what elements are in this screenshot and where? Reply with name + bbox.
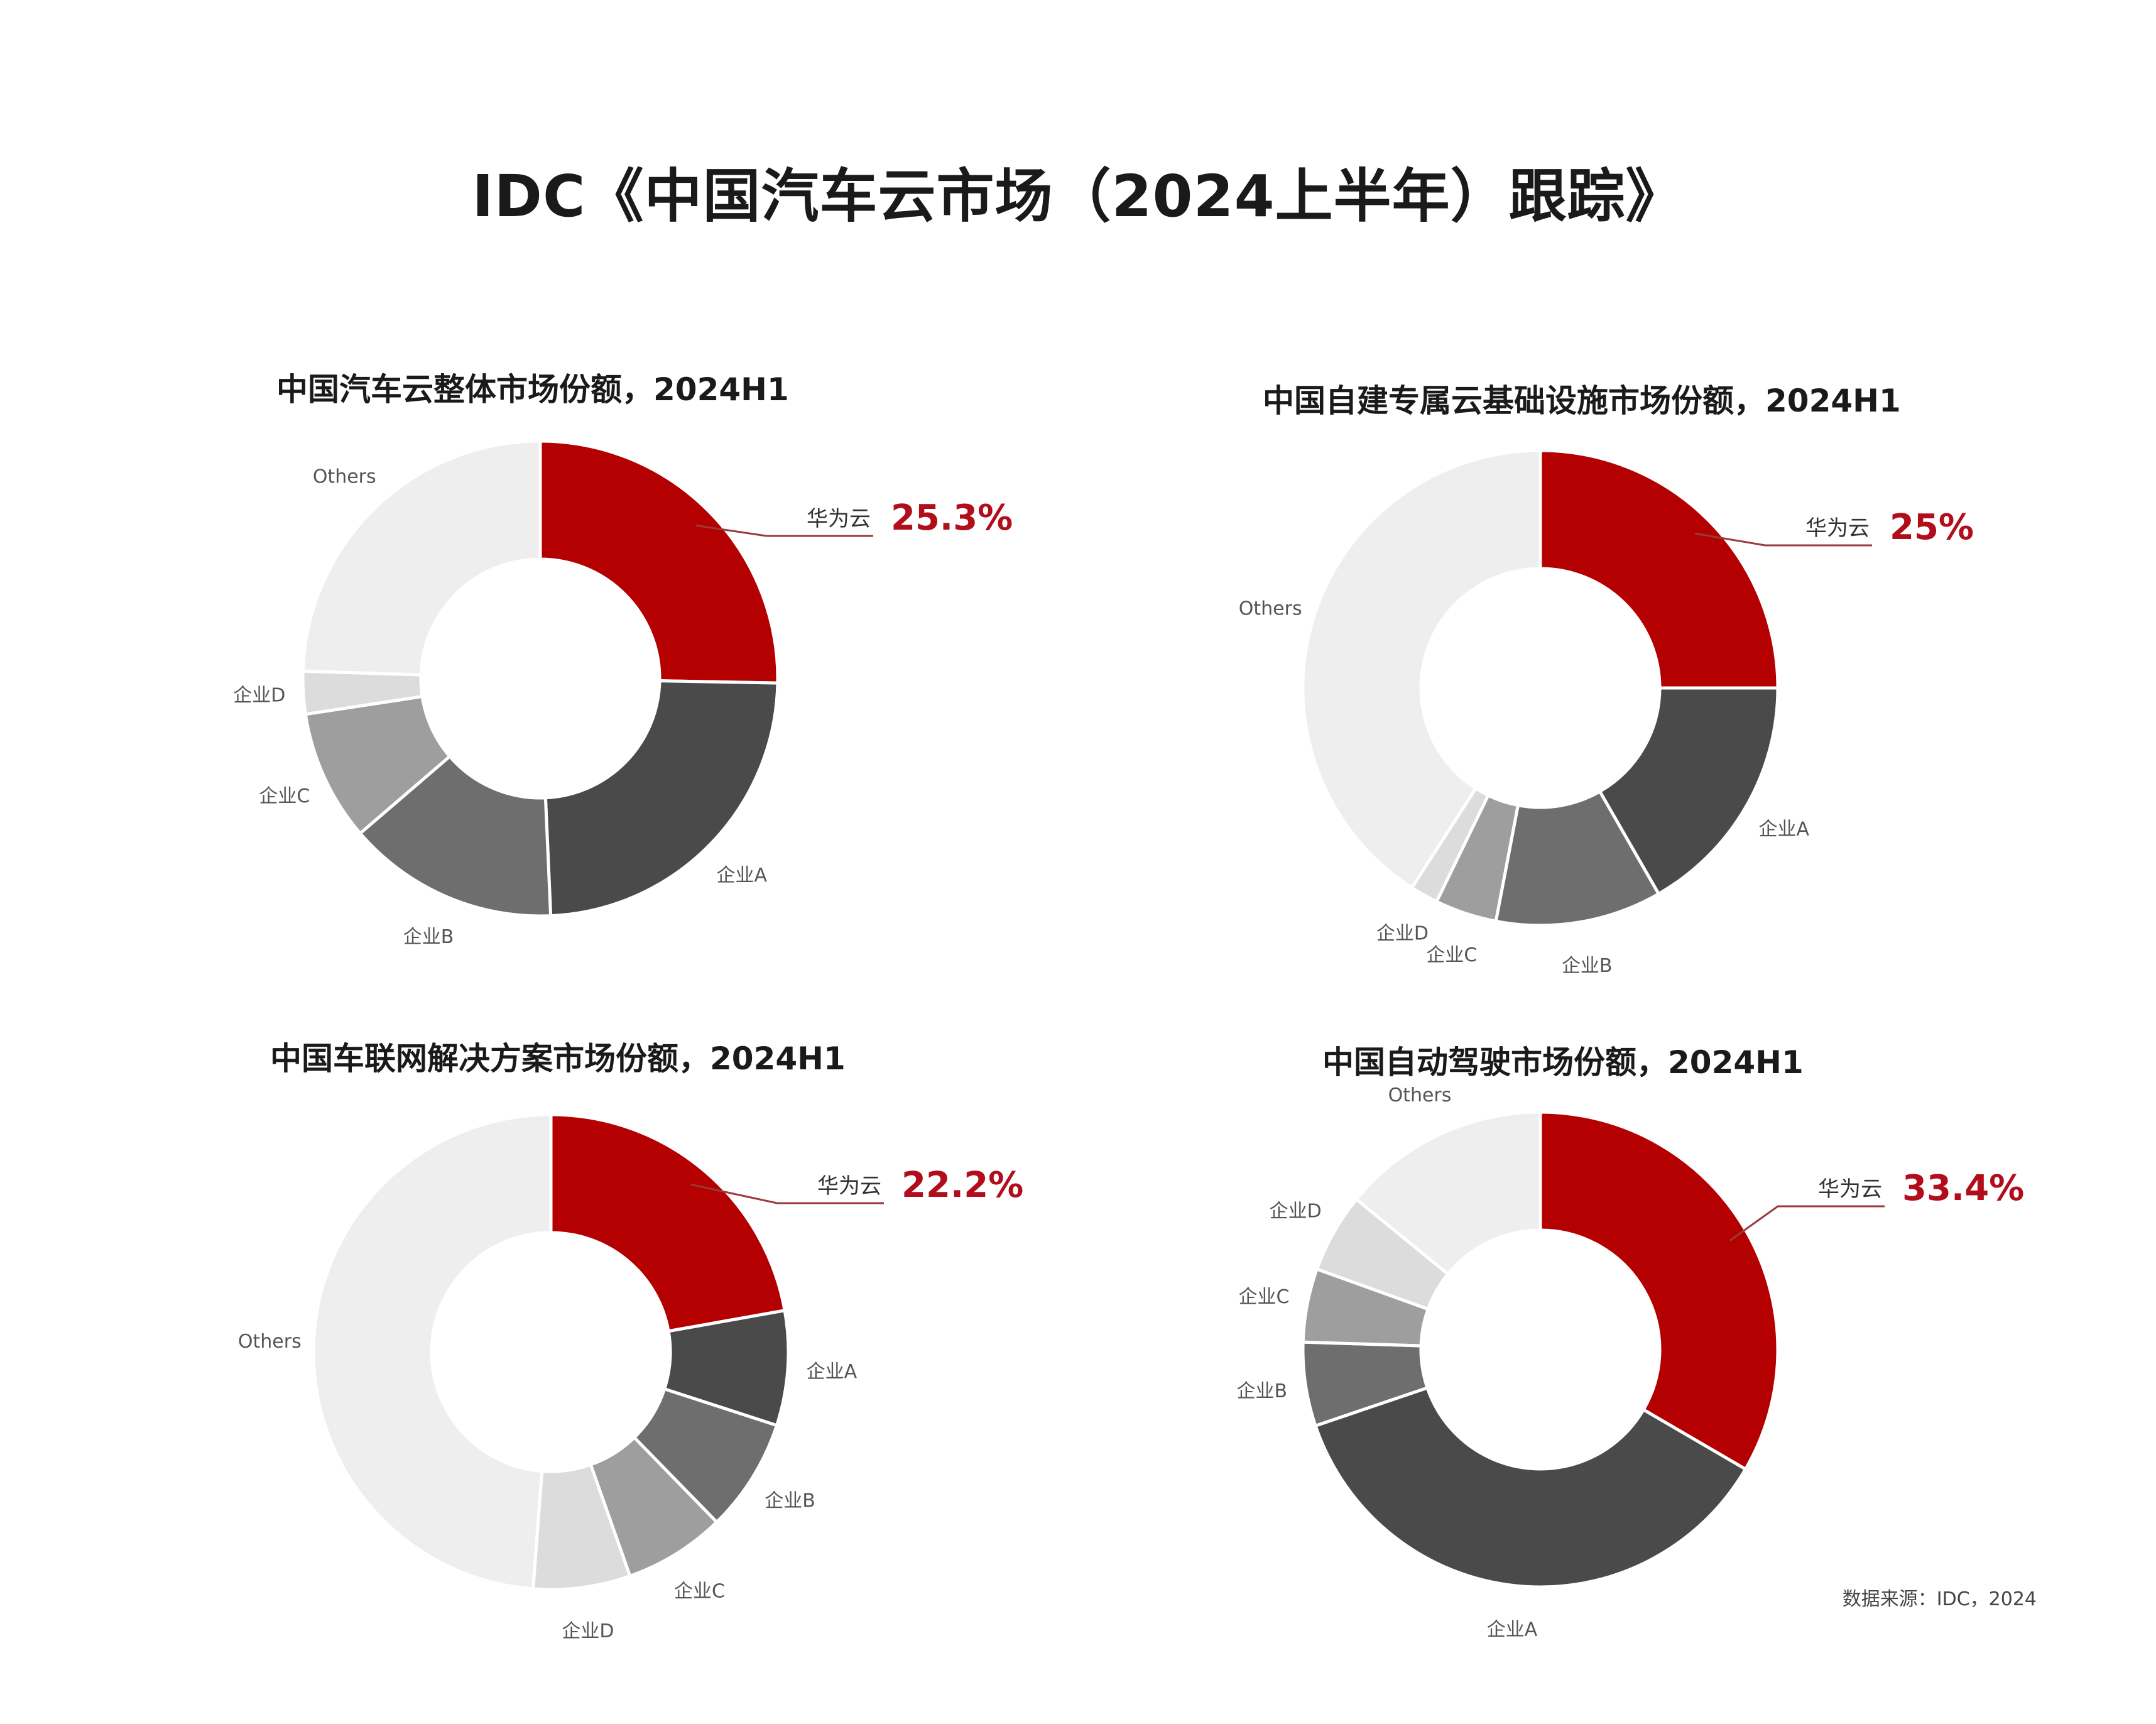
- donut-slice-others: [1301, 449, 1542, 890]
- highlight-label: 华为云: [1805, 516, 1870, 541]
- slice-label-c: 企业C: [674, 1581, 725, 1603]
- donut-slice-others: [312, 1113, 553, 1591]
- donut-slice-huawei: [549, 1113, 787, 1333]
- donut-slice-a: [1598, 686, 1780, 897]
- slice-label-c: 企业C: [259, 785, 310, 807]
- slice-label-d: 企业D: [1270, 1200, 1322, 1222]
- highlight-value: 25%: [1890, 507, 1974, 548]
- slice-label-b: 企业B: [765, 1490, 815, 1512]
- donut-slice-huawei: [1538, 449, 1780, 690]
- donut-chart-autonomous-driving: 企业A 企业B 企业C 企业D Others 华为云 33.4%: [1237, 1084, 2025, 1640]
- chart-title-autonomous-driving: 中国自动驾驶市场份额，2024H1: [1322, 1044, 1804, 1081]
- donut-slice-b: [357, 754, 553, 918]
- chart-title-private-cloud: 中国自建专属云基础设施市场份额，2024H1: [1263, 383, 1901, 419]
- donut-slice-others: [1354, 1110, 1542, 1277]
- slice-label-b: 企业B: [1562, 955, 1613, 977]
- slice-label-a: 企业A: [1758, 818, 1809, 840]
- highlight-label: 华为云: [807, 506, 871, 532]
- chart-title-connected-vehicle: 中国车联网解决方案市场份额，2024H1: [270, 1040, 846, 1077]
- slice-label-a: 企业A: [716, 865, 767, 887]
- data-source-note: 数据来源：IDC，2024: [1842, 1588, 2037, 1610]
- highlight-value: 22.2%: [901, 1165, 1023, 1206]
- slice-label-b: 企业B: [1237, 1380, 1288, 1402]
- slice-label-c: 企业C: [1426, 944, 1477, 966]
- leader-line: [695, 524, 873, 537]
- slice-label-d: 企业D: [562, 1620, 614, 1642]
- donut-slice-others: [301, 439, 542, 677]
- slice-label-b: 企业B: [403, 926, 454, 948]
- slice-label-others: Others: [238, 1331, 302, 1353]
- donut-slice-a: [543, 679, 780, 918]
- donut-slice-a: [1313, 1385, 1748, 1589]
- slice-label-d: 企业D: [233, 685, 285, 707]
- page-title: IDC《中国汽车云市场（2024上半年）跟踪》: [472, 163, 1684, 230]
- slice-label-others: Others: [313, 466, 376, 488]
- donut-chart-overall: 企业A 企业B 企业C 企业D Others 华为云 25.3%: [233, 439, 1013, 948]
- highlight-value: 25.3%: [891, 498, 1013, 538]
- chart-title-overall: 中国汽车云整体市场份额，2024H1: [276, 371, 789, 408]
- highlight-label: 华为云: [817, 1174, 881, 1199]
- slice-label-a: 企业A: [807, 1361, 858, 1383]
- donut-slice-huawei: [1538, 1110, 1780, 1471]
- slice-label-c: 企业C: [1238, 1286, 1289, 1308]
- slice-label-a: 企业A: [1487, 1619, 1538, 1641]
- slice-label-others: Others: [1239, 598, 1302, 620]
- highlight-value: 33.4%: [1902, 1168, 2024, 1209]
- slice-label-d: 企业D: [1376, 923, 1429, 945]
- donut-slice-b: [1494, 789, 1661, 927]
- leader-line: [1729, 1205, 1885, 1241]
- leader-line: [1694, 532, 1872, 547]
- donut-chart-connected-vehicle: 企业A 企业B 企业C 企业D Others 华为云 22.2%: [238, 1113, 1023, 1642]
- slice-label-others: Others: [1388, 1084, 1452, 1106]
- leader-line: [691, 1183, 884, 1204]
- donut-slice-huawei: [538, 439, 780, 685]
- highlight-label: 华为云: [1818, 1177, 1882, 1202]
